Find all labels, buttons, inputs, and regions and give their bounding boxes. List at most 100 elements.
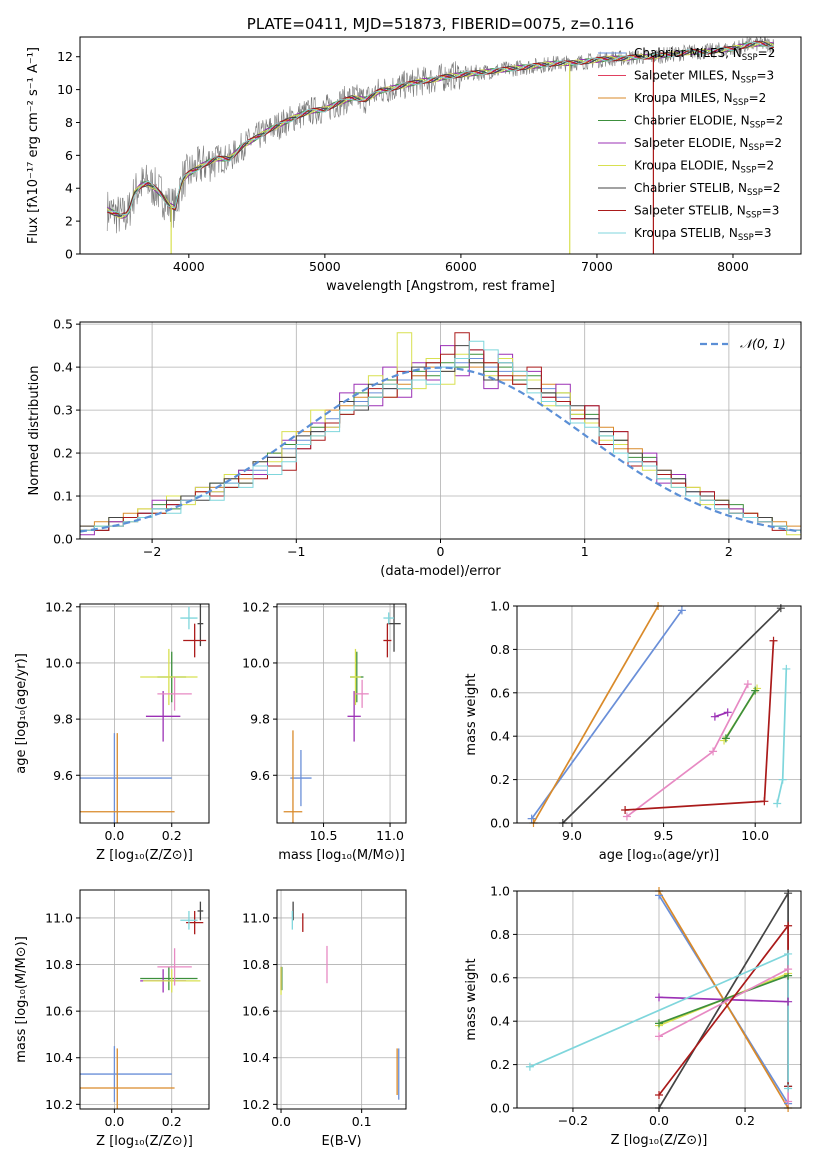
legend-name: Chabrier STELIB, N	[634, 181, 747, 195]
y-tick-label: 11.0	[45, 910, 73, 925]
legend-entry: Chabrier MILES, NSSP=2	[634, 46, 775, 63]
plus-marker	[527, 814, 536, 823]
plus-marker	[773, 799, 782, 808]
x-tick-label: 8000	[717, 259, 749, 274]
legend-name: Salpeter ELODIE, N	[634, 136, 748, 150]
y-tick-label: 10.2	[242, 1097, 270, 1112]
plus-marker	[655, 1090, 663, 1099]
legend-subscript: SSP	[741, 166, 757, 176]
y-tick-label: 0.5	[53, 317, 73, 332]
y-tick-label: 10.6	[45, 1004, 73, 1019]
y-tick-label: 10.2	[45, 599, 73, 614]
y-tick-label: 9.8	[250, 712, 270, 727]
weight-series-line	[532, 606, 659, 823]
legend-subscript: SSP	[747, 188, 763, 198]
legend-subscript: SSP	[738, 233, 754, 243]
y-tick-label: 0.4	[490, 1014, 510, 1029]
plus-marker	[778, 775, 787, 784]
plus-marker	[743, 680, 752, 689]
plus-marker	[784, 949, 793, 958]
weight-series-line	[658, 974, 789, 1025]
x-axis-label: Z [log₁₀(Z/Z⊙)]	[96, 848, 193, 863]
y-tick-label: 10.2	[242, 599, 270, 614]
weight-series-line	[658, 967, 789, 1102]
panel-spectrum: PLATE=0411, MJD=51873, FIBERID=0075, z=0…	[26, 15, 802, 294]
y-tick-label: 10.4	[45, 1050, 73, 1065]
legend-entry: Kroupa ELODIE, NSSP=2	[634, 159, 774, 176]
y-axis-label: Normed distribution	[27, 366, 42, 496]
legend-suffix: =3	[762, 204, 780, 218]
model-spectrum	[107, 41, 774, 215]
legend-subscript: SSP	[746, 211, 762, 221]
legend-name: Kroupa MILES, N	[634, 91, 733, 105]
y-axis-label: age [log₁₀(age/yr)]	[14, 653, 29, 774]
weight-series-line	[626, 683, 749, 818]
x-axis-label: Z [log₁₀(Z/Z⊙)]	[96, 1134, 193, 1149]
y-tick-label: 8	[65, 115, 73, 130]
legend-name: Salpeter MILES, N	[634, 69, 741, 83]
legend-subscript: SSP	[741, 76, 757, 86]
y-tick-label: 10	[57, 82, 73, 97]
x-axis-label: Z [log₁₀(Z/Z⊙)]	[611, 1133, 708, 1148]
legend-subscript: SSP	[748, 143, 764, 153]
chart-title: PLATE=0411, MJD=51873, FIBERID=0075, z=0…	[247, 15, 634, 33]
histogram-series	[80, 345, 801, 539]
panel-weight-vs-age: 9.0 9.5 10.0 0.0 0.2 0.4 0.6 0.8 1.0 age [log₁₀(a…	[464, 599, 802, 863]
legend-entry: Kroupa MILES, NSSP=2	[634, 91, 766, 108]
weight-series-line	[714, 711, 728, 718]
plot-area	[283, 604, 401, 823]
weight-series-line	[725, 690, 756, 739]
x-tick-label: 6000	[445, 259, 477, 274]
legend-subscript: SSP	[742, 53, 758, 63]
plus-marker	[784, 965, 793, 974]
x-tick-label: −2	[143, 544, 161, 559]
y-tick-label: 1.0	[490, 599, 510, 614]
legend-entry: Salpeter STELIB, NSSP=3	[634, 204, 779, 221]
x-tick-label: −0.2	[558, 1113, 588, 1128]
legend-suffix: =3	[756, 69, 774, 83]
y-tick-label: 0.2	[490, 772, 510, 787]
legend-name: Chabrier MILES, N	[634, 46, 742, 60]
model-spectrum	[106, 41, 774, 219]
panel-age-vs-mass: 10.5 11.0 9.6 9.8 10.0 10.2 mass [log₁₀(M/M⊙)]	[242, 599, 407, 863]
observed-spectrum	[106, 37, 775, 234]
plus-marker	[622, 812, 631, 821]
legend-suffix: =2	[758, 46, 776, 60]
x-tick-label: 0.1	[352, 1114, 372, 1129]
y-tick-label: 0.3	[53, 403, 73, 418]
panel-mass-vs-ebv: 0.0 0.1 10.2 10.4 10.6 10.8 11.0 E(B-V)	[242, 889, 407, 1149]
y-tick-label: 0.8	[490, 927, 510, 942]
x-tick-label: 0.2	[162, 828, 182, 843]
legend-name: Kroupa STELIB, N	[634, 226, 738, 240]
normal-curve	[80, 366, 801, 533]
x-tick-label: 9.0	[562, 828, 582, 843]
y-tick-label: 6	[65, 148, 73, 163]
legend-subscript: SSP	[750, 121, 766, 131]
plus-marker	[710, 712, 719, 721]
y-tick-label: 0.0	[490, 1101, 510, 1116]
x-tick-label: 4000	[173, 259, 205, 274]
x-tick-label: 10.0	[741, 828, 769, 843]
y-tick-label: 0.6	[490, 970, 510, 985]
y-tick-label: 10.8	[45, 957, 73, 972]
plus-marker	[655, 1032, 663, 1041]
y-tick-label: 2	[65, 214, 73, 229]
y-axis-label: mass [log₁₀(M/M⊙)]	[14, 936, 29, 1063]
x-axis-label: E(B-V)	[321, 1134, 361, 1149]
y-tick-label: 0.4	[53, 360, 73, 375]
plus-marker	[751, 686, 760, 695]
plus-marker	[769, 636, 778, 645]
y-tick-label: 0	[65, 247, 73, 262]
y-tick-label: 0.6	[490, 685, 510, 700]
legend-name: Kroupa ELODIE, N	[634, 159, 741, 173]
y-tick-label: 0.2	[490, 1057, 510, 1072]
x-tick-label: 0.0	[104, 828, 124, 843]
panel-age-vs-Z: 0.0 0.2 9.6 9.8 10.0 10.2 Z [log₁₀(Z/Z⊙)] age […	[14, 599, 210, 863]
y-tick-label: 10.8	[242, 957, 270, 972]
legend-entry: 𝒩(0, 1)	[740, 336, 786, 351]
legend-entry: Kroupa STELIB, NSSP=3	[634, 226, 772, 243]
weight-series-line	[625, 640, 775, 811]
legend-subscript: SSP	[733, 98, 749, 108]
plus-marker	[721, 734, 730, 743]
